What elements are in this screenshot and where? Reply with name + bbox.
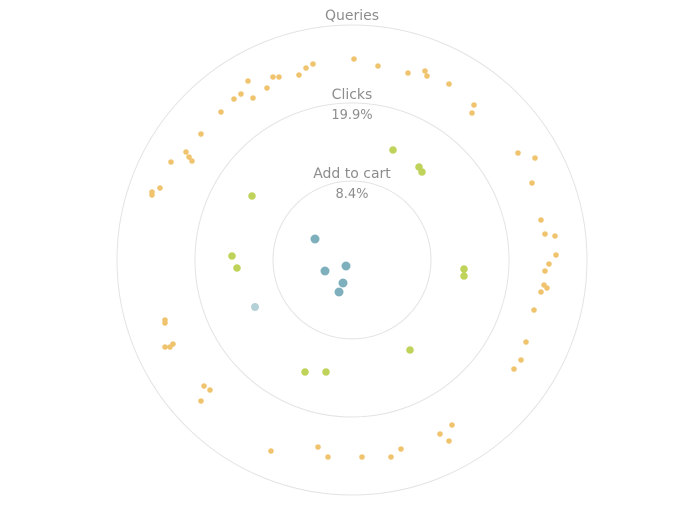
data-point-queries-58: [398, 446, 404, 452]
data-point-queries-19: [198, 131, 204, 137]
data-point-queries-14: [231, 96, 237, 102]
data-point-queries-17: [469, 110, 475, 116]
data-point-clicks-4: [228, 252, 236, 260]
data-point-queries-0: [351, 56, 357, 62]
data-point-queries-42: [523, 339, 529, 345]
data-point-add-to-cart-1: [320, 266, 330, 276]
data-point-queries-55: [315, 444, 321, 450]
data-point-queries-59: [388, 454, 394, 460]
data-point-queries-53: [446, 438, 452, 444]
ring-outer-queries: [116, 24, 588, 496]
data-point-queries-44: [162, 344, 168, 350]
data-point-queries-7: [296, 72, 302, 78]
data-point-queries-2: [310, 61, 316, 67]
data-point-queries-6: [405, 70, 411, 76]
ring-middle-clicks: [194, 102, 510, 418]
data-point-clicks-6: [460, 265, 468, 273]
data-point-add-to-cart-4: [334, 287, 344, 297]
data-point-queries-47: [511, 366, 517, 372]
data-point-queries-50: [198, 398, 204, 404]
data-point-queries-39: [531, 307, 537, 313]
data-point-queries-5: [424, 73, 430, 79]
data-point-clicks-10: [322, 368, 330, 376]
ring-label-clicks: Clicks: [332, 87, 373, 103]
data-point-queries-34: [546, 261, 552, 267]
data-point-queries-21: [186, 154, 192, 160]
ring-percent-clicks: 19.9%: [331, 108, 372, 123]
data-point-clicks-0: [389, 146, 397, 154]
data-point-queries-45: [167, 344, 173, 350]
data-point-queries-11: [446, 81, 452, 87]
data-point-queries-12: [264, 85, 270, 91]
data-point-clicks-7: [460, 272, 468, 280]
data-points: [149, 56, 559, 460]
data-point-queries-37: [544, 285, 550, 291]
data-point-queries-23: [168, 159, 174, 165]
data-point-clicks-9: [301, 368, 309, 376]
data-point-add-to-cart-3: [338, 278, 348, 288]
data-point-queries-33: [553, 252, 559, 258]
data-point-queries-48: [201, 383, 207, 389]
data-point-queries-30: [538, 217, 544, 223]
data-point-queries-24: [515, 150, 521, 156]
data-point-queries-25: [532, 155, 538, 161]
data-point-queries-22: [189, 158, 195, 164]
data-point-clicks-5: [233, 264, 241, 272]
data-point-queries-18: [218, 109, 224, 115]
data-point-queries-35: [542, 268, 548, 274]
data-point-queries-3: [303, 65, 309, 71]
data-point-queries-56: [325, 454, 331, 460]
data-point-queries-8: [276, 74, 282, 80]
ring-label-queries: Queries: [325, 8, 379, 24]
data-point-add-to-cart-0: [310, 234, 320, 244]
data-point-queries-15: [250, 95, 256, 101]
data-point-queries-28: [149, 192, 155, 198]
data-point-queries-32: [552, 233, 558, 239]
data-point-queries-26: [157, 185, 163, 191]
data-point-queries-1: [375, 63, 381, 69]
data-point-queries-49: [207, 387, 213, 393]
data-point-queries-4: [422, 68, 428, 74]
data-point-queries-31: [542, 231, 548, 237]
data-point-queries-10: [245, 78, 251, 84]
data-point-add-to-cart-2: [341, 261, 351, 271]
ring-percent-add-to-cart: 8.4%: [335, 187, 368, 202]
data-point-clicks-2: [418, 168, 426, 176]
ring-label-add-to-cart: Add to cart: [313, 166, 391, 182]
data-point-queries-16: [471, 102, 477, 108]
data-point-queries-54: [268, 448, 274, 454]
data-point-queries-9: [270, 74, 276, 80]
data-point-queries-13: [238, 91, 244, 97]
data-point-clicks-8: [406, 346, 414, 354]
data-point-queries-38: [538, 289, 544, 295]
data-point-queries-29: [529, 180, 535, 186]
data-point-clicks-3: [248, 192, 256, 200]
data-point-queries-20: [183, 149, 189, 155]
data-point-add-to-cart-faded-0: [251, 303, 259, 311]
ring-inner-add-to-cart: [272, 180, 432, 340]
data-point-queries-52: [437, 431, 443, 437]
data-point-queries-46: [518, 357, 524, 363]
data-point-queries-41: [162, 320, 168, 326]
data-point-queries-51: [449, 422, 455, 428]
data-point-queries-57: [359, 454, 365, 460]
